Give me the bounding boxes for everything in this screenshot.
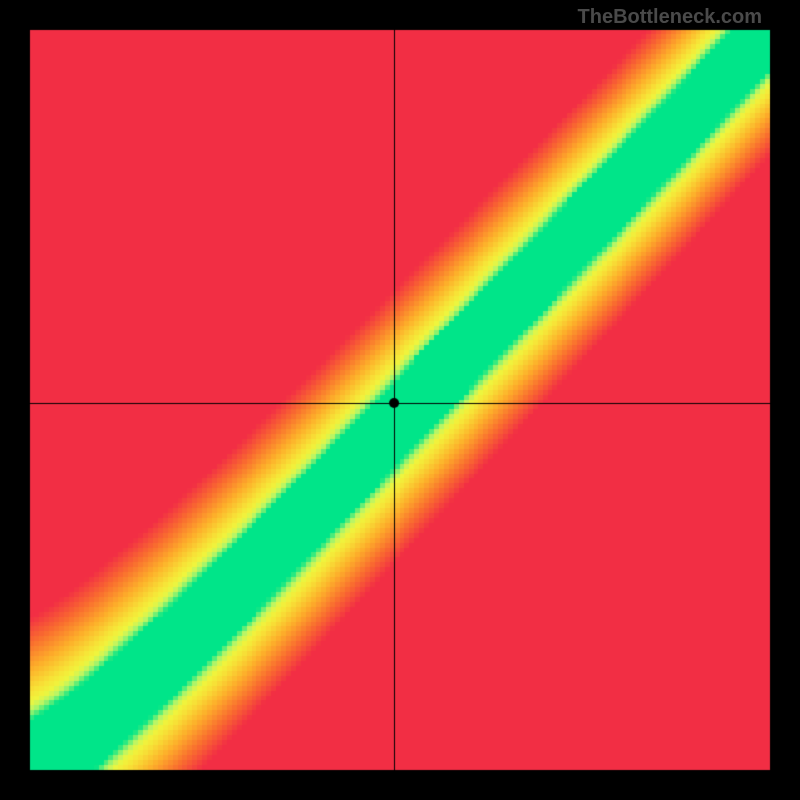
bottleneck-heatmap [0, 0, 800, 800]
chart-container: TheBottleneck.com [0, 0, 800, 800]
watermark-text: TheBottleneck.com [578, 6, 762, 29]
